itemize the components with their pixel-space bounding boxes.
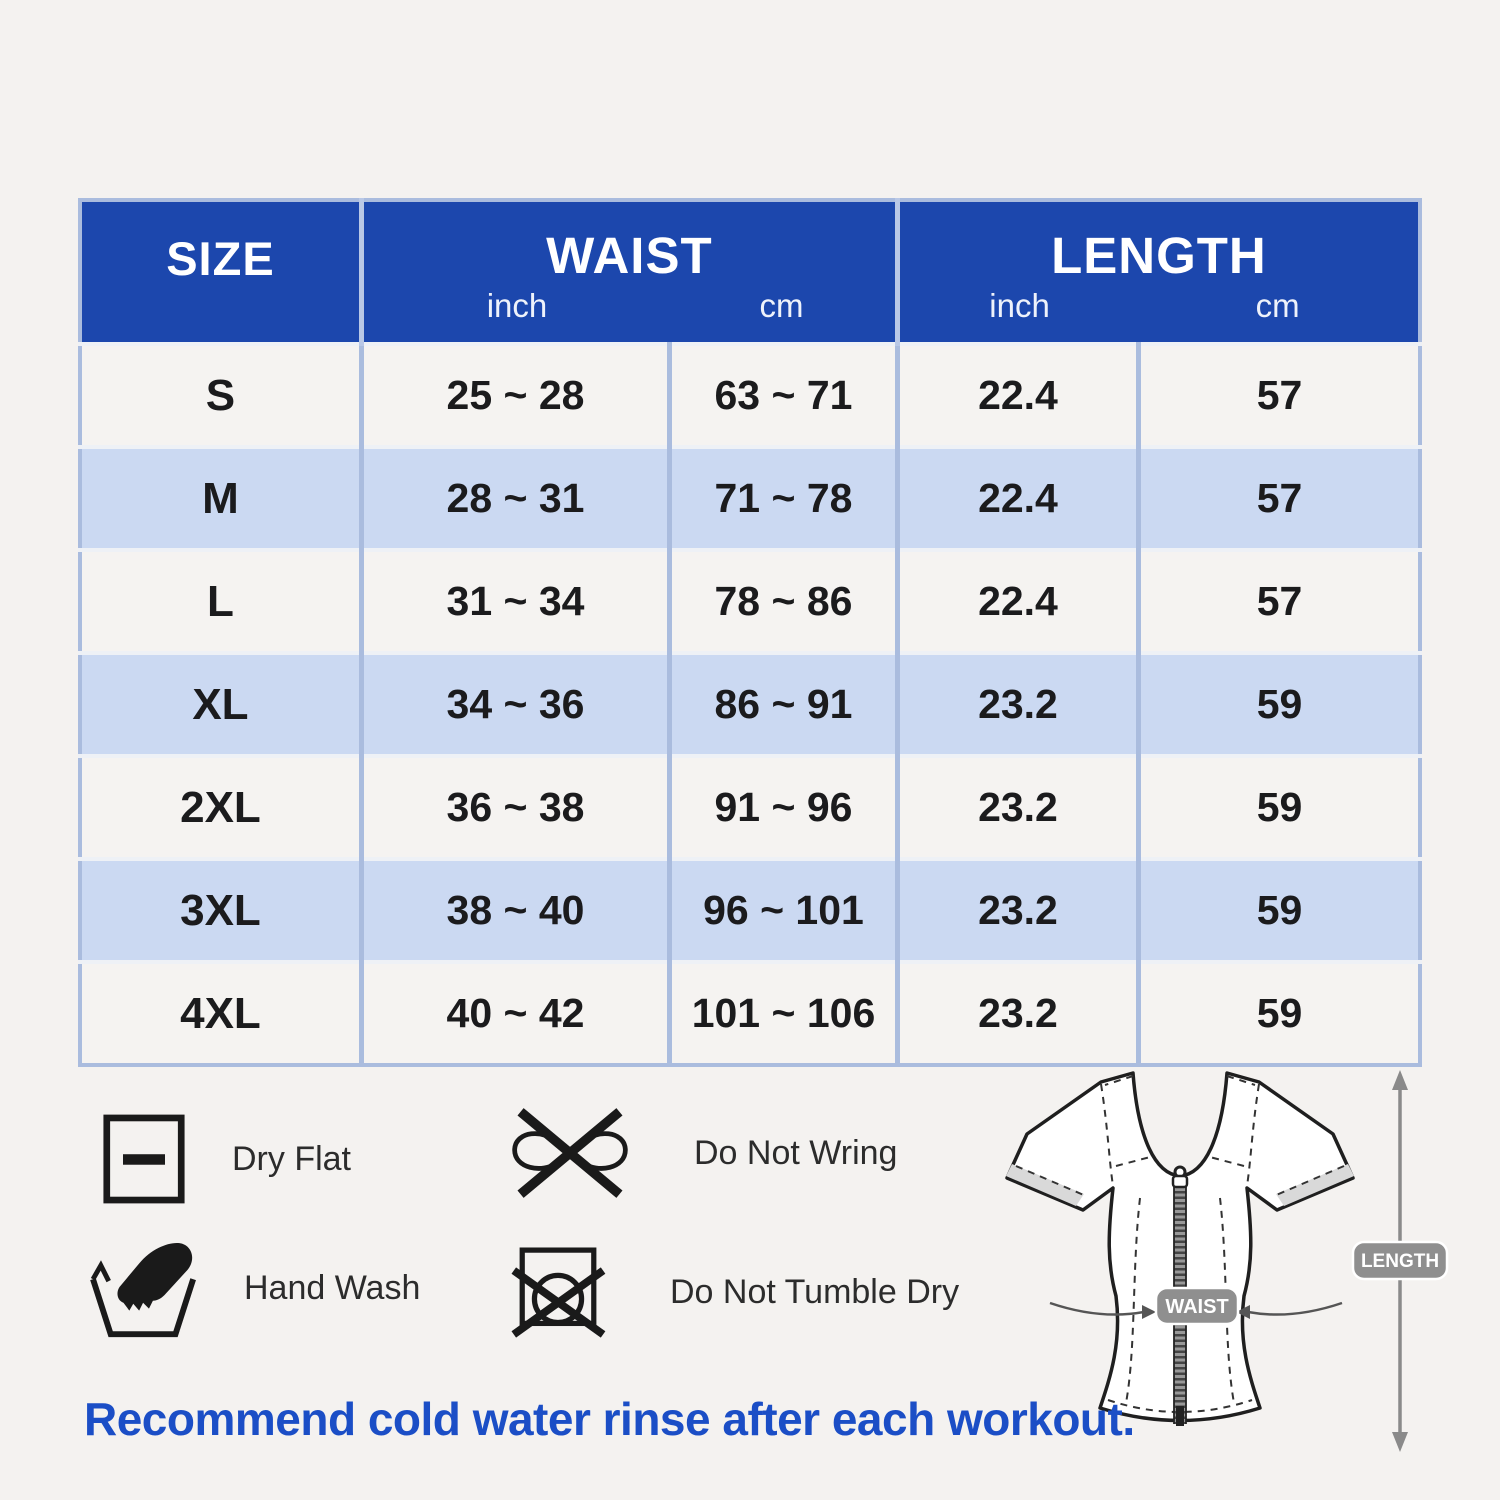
waist-inch-cell: 38 ~ 40 <box>358 857 670 962</box>
size-cell: M <box>80 445 362 550</box>
col-header-length: LENGTH inch cm <box>894 200 1420 344</box>
length-cm-cell: 57 <box>1136 445 1420 550</box>
col-header-size: SIZE <box>80 200 362 344</box>
care-item-dry-flat: Dry Flat <box>102 1112 351 1206</box>
sleeve-insert-right <box>1276 1164 1354 1206</box>
care-label: Hand Wash <box>244 1268 421 1307</box>
table-row: XL 34 ~ 36 86 ~ 91 23.2 59 <box>80 651 1420 756</box>
length-cm-cell: 59 <box>1136 651 1420 756</box>
table-row: 4XL 40 ~ 42 101 ~ 106 23.2 59 <box>80 960 1420 1065</box>
table-header-row: SIZE WAIST inch cm LENGTH inch cm <box>80 200 1420 344</box>
do-not-wring-icon <box>508 1104 632 1202</box>
length-cm-cell: 57 <box>1136 342 1420 447</box>
length-inch-cell: 23.2 <box>894 754 1139 859</box>
waist-cm-cell: 63 ~ 71 <box>667 342 898 447</box>
length-inch-cell: 23.2 <box>894 651 1139 756</box>
dry-flat-icon <box>102 1112 186 1206</box>
waist-unit-cm: cm <box>759 286 804 324</box>
length-pill: LENGTH <box>1351 1240 1449 1281</box>
size-cell: 2XL <box>80 754 362 859</box>
sleeve-insert-left <box>1006 1164 1084 1206</box>
table-row: 3XL 38 ~ 40 96 ~ 101 23.2 59 <box>80 857 1420 962</box>
length-cm-cell: 59 <box>1136 960 1420 1065</box>
footer-note: Recommend cold water rinse after each wo… <box>84 1393 1135 1445</box>
length-unit-cm: cm <box>1255 286 1300 324</box>
length-cm-cell: 57 <box>1136 548 1420 653</box>
waist-cm-cell: 86 ~ 91 <box>667 651 898 756</box>
care-label: Do Not Wring <box>694 1133 898 1172</box>
length-pill-label: LENGTH <box>1361 1251 1439 1272</box>
length-unit-inch: inch <box>989 286 1050 324</box>
waist-cm-cell: 101 ~ 106 <box>667 960 898 1065</box>
care-label: Dry Flat <box>232 1139 351 1178</box>
length-inch-cell: 22.4 <box>894 548 1139 653</box>
waist-header-label: WAIST <box>546 227 713 285</box>
care-item-hand-wash: Hand Wash <box>88 1234 420 1342</box>
care-item-do-not-tumble-dry: Do Not Tumble Dry <box>510 1242 959 1342</box>
waist-pill: WAIST <box>1154 1286 1240 1326</box>
seam-lines <box>1015 1075 1345 1413</box>
care-label: Do Not Tumble Dry <box>670 1272 960 1311</box>
waist-cm-cell: 71 ~ 78 <box>667 445 898 550</box>
length-header-label: LENGTH <box>1051 227 1267 285</box>
garment-diagram: WAIST LENGTH <box>1005 1070 1449 1452</box>
waist-arrow <box>1049 1301 1343 1319</box>
size-cell: 4XL <box>80 960 362 1065</box>
size-cell: L <box>80 548 362 653</box>
page-title: SIZE CHART <box>383 20 1119 161</box>
hand-wash-icon <box>88 1234 206 1342</box>
waist-cm-cell: 78 ~ 86 <box>667 548 898 653</box>
waist-inch-cell: 31 ~ 34 <box>358 548 670 653</box>
do-not-tumble-dry-icon <box>510 1242 606 1342</box>
table-row: S 25 ~ 28 63 ~ 71 22.4 57 <box>80 342 1420 447</box>
waist-inch-cell: 25 ~ 28 <box>358 342 670 447</box>
waist-unit-inch: inch <box>486 286 548 324</box>
waist-cm-cell: 91 ~ 96 <box>667 754 898 859</box>
table-row: L 31 ~ 34 78 ~ 86 22.4 57 <box>80 548 1420 653</box>
care-item-do-not-wring: Do Not Wring <box>508 1104 897 1202</box>
size-cell: XL <box>80 651 362 756</box>
length-cm-cell: 59 <box>1136 754 1420 859</box>
size-table: SIZE WAIST inch cm LENGTH inch cm <box>78 198 1422 1067</box>
table-row: M 28 ~ 31 71 ~ 78 22.4 57 <box>80 445 1420 550</box>
waist-cm-cell: 96 ~ 101 <box>667 857 898 962</box>
size-header-label: SIZE <box>166 231 275 285</box>
length-inch-cell: 23.2 <box>894 857 1139 962</box>
length-cm-cell: 59 <box>1136 857 1420 962</box>
length-inch-cell: 22.4 <box>894 445 1139 550</box>
length-inch-cell: 22.4 <box>894 342 1139 447</box>
waist-inch-cell: 40 ~ 42 <box>358 960 670 1065</box>
size-cell: 3XL <box>80 857 362 962</box>
waist-inch-cell: 36 ~ 38 <box>358 754 670 859</box>
col-header-waist: WAIST inch cm <box>358 200 898 344</box>
length-inch-cell: 23.2 <box>894 960 1139 1065</box>
table-row: 2XL 36 ~ 38 91 ~ 96 23.2 59 <box>80 754 1420 859</box>
waist-pill-label: WAIST <box>1165 1296 1228 1318</box>
size-cell: S <box>80 342 362 447</box>
waist-inch-cell: 28 ~ 31 <box>358 445 670 550</box>
waist-inch-cell: 34 ~ 36 <box>358 651 670 756</box>
